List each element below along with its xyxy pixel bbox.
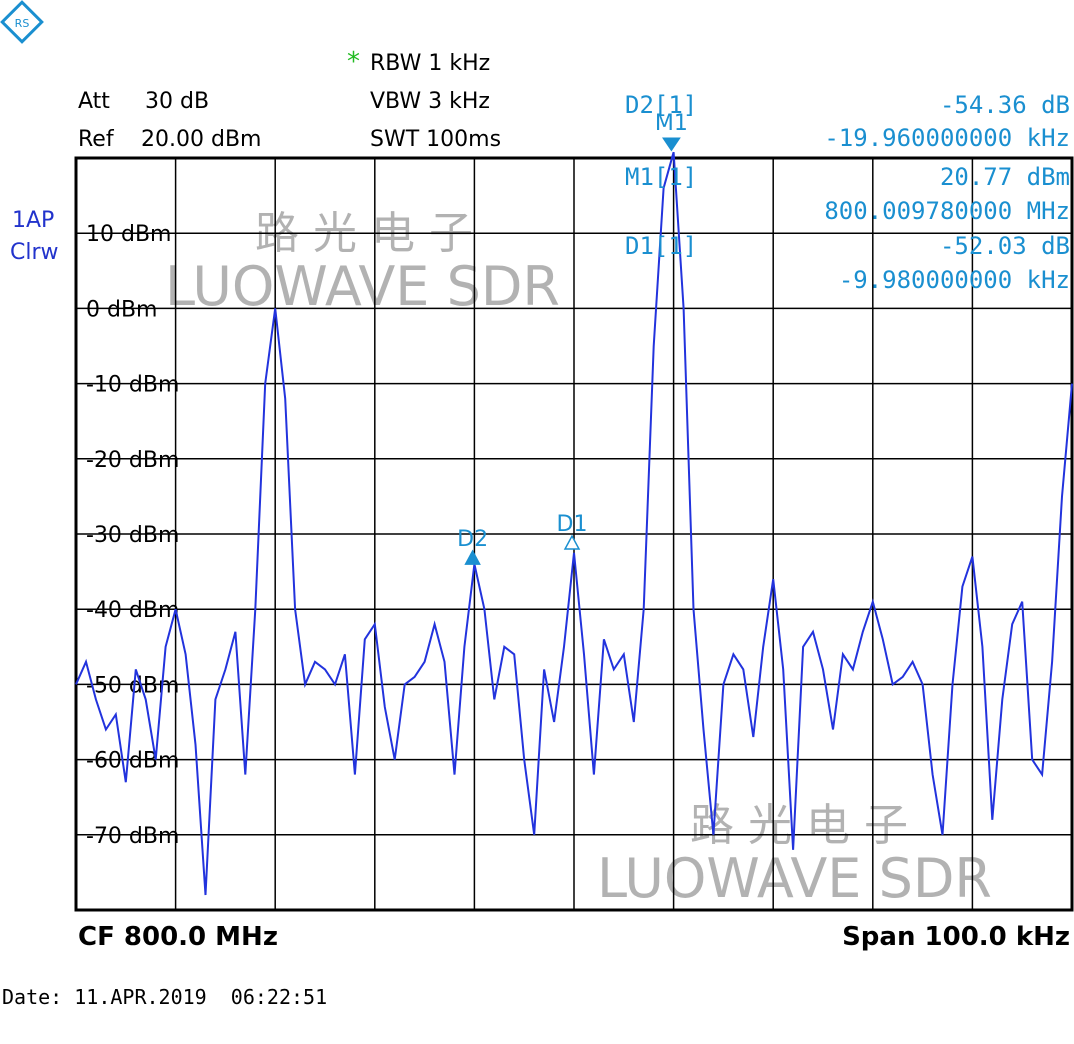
readout-label: M1[1] (625, 163, 697, 191)
logo: RS (0, 0, 44, 44)
watermark: LUOWAVE SDR (597, 847, 992, 910)
marker-label: D1 (557, 512, 588, 537)
y-tick-label: -10 dBm (86, 373, 179, 398)
y-tick-label: -40 dBm (86, 598, 179, 623)
readout-value: 20.77 dBm (940, 163, 1070, 191)
plot-frame (74, 156, 1074, 912)
watermark: LUOWAVE SDR (165, 255, 560, 318)
att: 30 dB (145, 89, 209, 114)
svg-text:RS: RS (15, 17, 30, 30)
readout-value: -54.36 dB (940, 91, 1070, 119)
y-tick-label: -60 dBm (86, 749, 179, 774)
swt: SWT 100ms (370, 127, 501, 152)
date: Date: 11.APR.2019 06:22:51 (2, 985, 327, 1009)
marker-label: D2 (457, 527, 488, 552)
rbw: RBW 1 kHz (370, 51, 490, 76)
center-frequency: CF 800.0 MHz (78, 922, 278, 952)
marker (662, 137, 681, 152)
marker-label: M1 (655, 111, 688, 136)
trace (75, 151, 1073, 896)
y-tick-label: -70 dBm (86, 824, 179, 849)
watermark: 路光电子 (690, 800, 922, 851)
y-tick-label: -30 dBm (86, 523, 179, 548)
trace-mode: Clrw (10, 240, 59, 265)
marker (464, 549, 481, 565)
readout-label: D2[1] (625, 91, 697, 119)
ref-label: Ref (78, 127, 115, 152)
readout-frequency: -19.960000000 kHz (824, 124, 1070, 152)
readout-frequency: -9.980000000 kHz (839, 266, 1070, 294)
att-label: Att (78, 89, 110, 114)
y-tick-label: 0 dBm (86, 297, 157, 322)
y-tick-label: 10 dBm (86, 222, 171, 247)
star: * (347, 47, 360, 77)
y-tick-label: -20 dBm (86, 448, 179, 473)
readout-frequency: 800.009780000 MHz (824, 197, 1070, 225)
ref: 20.00 dBm (141, 127, 261, 152)
trace-label: 1AP (12, 208, 54, 233)
readout-label: D1[1] (625, 232, 697, 260)
marker (563, 534, 581, 550)
readout-value: -52.03 dB (940, 232, 1070, 260)
span: Span 100.0 kHz (842, 922, 1070, 952)
vbw: VBW 3 kHz (370, 89, 490, 114)
